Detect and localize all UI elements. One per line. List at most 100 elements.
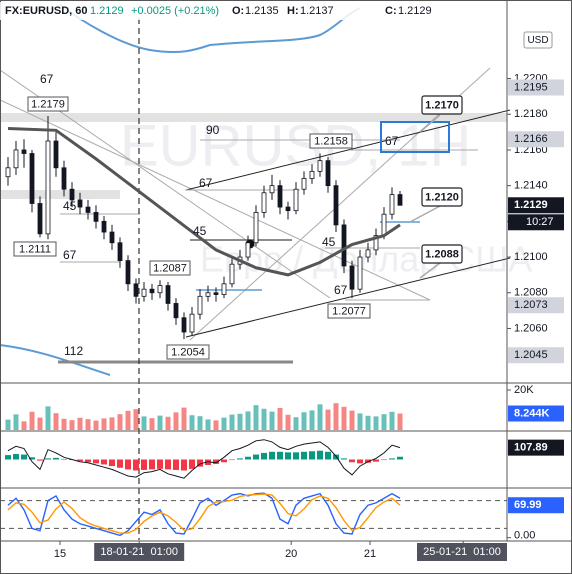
candle-body xyxy=(389,194,395,215)
volume-bar xyxy=(53,413,59,430)
label-box xyxy=(27,96,69,112)
volume-label: 8.244K xyxy=(514,407,550,419)
volume-bar xyxy=(69,420,75,430)
candle-body xyxy=(5,167,11,178)
volume-bar xyxy=(61,418,67,430)
candle-body xyxy=(309,170,315,179)
y-tick-label: 20K xyxy=(514,384,534,396)
level-badge xyxy=(508,79,564,96)
y-tick-label: 1.2060 xyxy=(514,322,548,334)
volume-bar xyxy=(141,416,147,430)
label-box xyxy=(13,241,57,257)
label-box xyxy=(309,133,353,149)
ohlc-label: O: xyxy=(232,5,244,17)
candle-body xyxy=(325,160,331,187)
ohlc-label: H: xyxy=(287,5,299,17)
histogram-bar xyxy=(245,456,251,460)
header-bg xyxy=(0,2,500,20)
candle-body xyxy=(181,317,187,333)
fib-label: 90 xyxy=(206,123,220,137)
band-line xyxy=(0,344,111,376)
candle-body xyxy=(69,188,75,201)
histogram-bar xyxy=(197,459,203,467)
callout-pointer xyxy=(409,205,441,223)
histogram-bar xyxy=(261,452,267,460)
volume-bar xyxy=(13,414,19,430)
volume-bar xyxy=(77,417,83,430)
oscillator-label: 107.89 xyxy=(514,442,548,454)
histogram-bar xyxy=(165,459,171,470)
y-tick-label: 1.2140 xyxy=(514,180,548,192)
candle-body xyxy=(333,185,339,226)
fib-label: 45 xyxy=(322,235,336,249)
fib-label: 112 xyxy=(64,344,83,358)
y-tick-label: 1.2180 xyxy=(514,108,548,120)
volume-bar xyxy=(109,417,115,430)
candle-body xyxy=(229,263,235,285)
histogram-bar xyxy=(77,459,83,462)
level-badge xyxy=(508,297,564,314)
price-label: 1.2111 xyxy=(19,243,51,255)
volume-bar xyxy=(325,409,331,430)
axes: 1.20601.20801.21001.21201.21401.21601.21… xyxy=(54,72,564,561)
x-tick-badge xyxy=(94,543,185,561)
candle-body xyxy=(397,194,403,206)
volume-bar xyxy=(29,411,35,430)
histogram-bar xyxy=(293,452,299,460)
candle-body xyxy=(253,212,259,244)
histogram-bar xyxy=(29,457,35,460)
histogram-bar xyxy=(365,459,371,463)
x-tick-label: 18-01-21 01:00 xyxy=(100,546,178,558)
price-label: 1.2158 xyxy=(314,135,348,147)
volume-bar xyxy=(285,414,291,430)
ohlc-value: 1.2129 xyxy=(398,5,432,17)
candle-body xyxy=(21,149,27,154)
callout-box xyxy=(421,187,463,207)
volume-bar xyxy=(261,408,267,430)
annotations: 67 1.2179 90 67 45 45 67 1.2087 1.2054 1… xyxy=(13,72,463,360)
fib-label: 67 xyxy=(334,283,348,297)
stochastic-label: 69.99 xyxy=(514,499,542,511)
x-tick-label: 20 xyxy=(285,548,297,560)
callout-box xyxy=(421,244,463,264)
histogram-bar xyxy=(5,455,11,460)
currency[interactable]: USD xyxy=(527,35,548,46)
histogram-bar xyxy=(141,459,147,470)
volume-bar xyxy=(21,421,27,430)
volume-bar xyxy=(101,418,107,430)
histogram-bar xyxy=(221,459,227,463)
histogram-bar xyxy=(85,459,91,463)
volume-bar xyxy=(221,417,227,430)
watermark-description: Евро / Доллар США xyxy=(200,239,532,280)
band-line xyxy=(59,4,361,54)
histogram-bar xyxy=(109,459,115,467)
candle-body xyxy=(365,249,371,258)
histogram-bar xyxy=(397,456,403,460)
histogram-bar xyxy=(213,459,219,464)
volume-bar xyxy=(213,420,219,430)
volume-bar xyxy=(373,416,379,430)
fib-label: 45 xyxy=(63,199,77,213)
histogram-bar xyxy=(181,459,187,471)
volume-bar xyxy=(85,419,91,430)
volume-bar xyxy=(309,410,315,430)
channel-line xyxy=(185,109,511,191)
y-tick-label: 0.00 xyxy=(514,530,535,542)
level-badge xyxy=(508,347,564,364)
volume-bar xyxy=(341,406,347,430)
fib-label: 45 xyxy=(193,224,207,238)
last-price-badge xyxy=(508,197,564,214)
histogram-bar xyxy=(101,459,107,465)
watermark: EURUSD, 1H Евро / Доллар США xyxy=(120,113,532,279)
label-box xyxy=(166,344,210,360)
candle-body xyxy=(189,313,195,333)
callout-label: 1.2088 xyxy=(425,248,459,260)
price-label: 1.2077 xyxy=(332,305,366,317)
level-badge xyxy=(508,131,564,148)
oscillator-line xyxy=(7,439,401,479)
volume-bar xyxy=(237,413,243,430)
candle-body xyxy=(245,242,251,258)
volume-bar xyxy=(357,413,363,430)
currency-badge[interactable] xyxy=(523,31,553,49)
volume-bar xyxy=(5,419,11,430)
